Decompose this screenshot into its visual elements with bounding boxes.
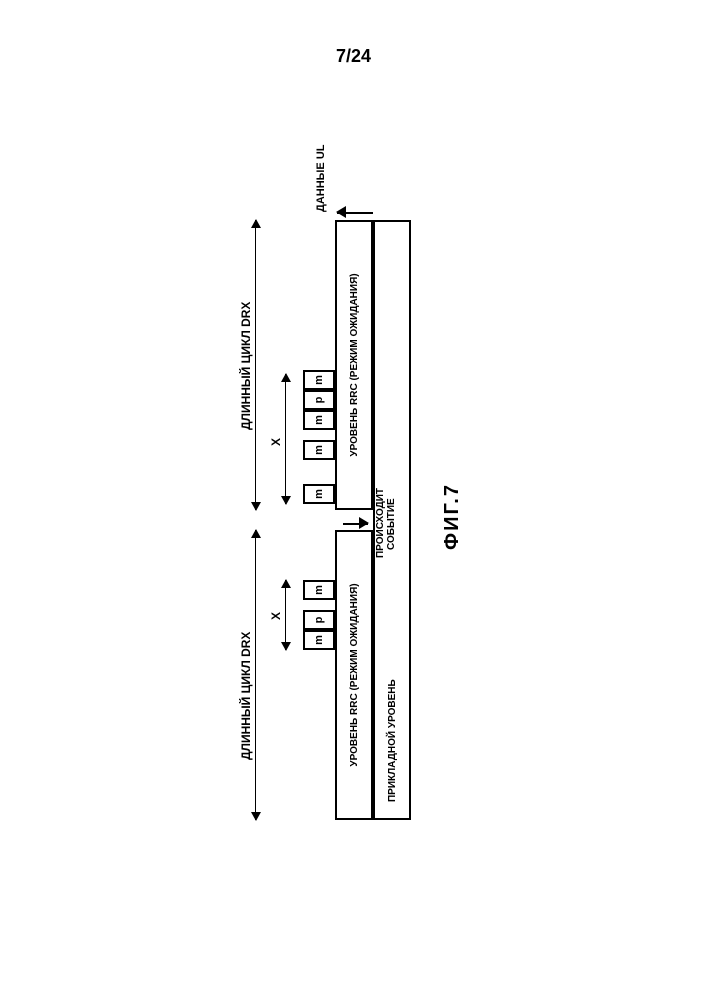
x-right-arrow	[285, 374, 286, 504]
slot-label: p	[313, 397, 325, 404]
x-left-label: X	[269, 612, 283, 620]
long-cycle-left-label: ДЛИННЫЙ ЦИКЛ DRX	[239, 632, 253, 760]
x-right-label: X	[269, 438, 283, 446]
slot-label: m	[313, 375, 325, 385]
slot-label: m	[313, 489, 325, 499]
slot-left-2: m	[303, 580, 335, 600]
figure-caption: ФИГ.7	[441, 483, 464, 550]
ul-data-label: ДАННЫЕ UL	[315, 145, 327, 213]
event-arrow-icon	[343, 523, 368, 525]
slot-label: m	[313, 415, 325, 425]
event-label-1: ПРОИСХОДИТ	[375, 488, 386, 558]
rrc-right-label: УРОВЕНЬ RRC (РЕЖИМ ОЖИДАНИЯ)	[349, 273, 360, 456]
page-number: 7/24	[0, 46, 707, 67]
timing-diagram: ДЛИННЫЙ ЦИКЛ DRX ДЛИННЫЙ ЦИКЛ DRX X X УР…	[243, 170, 463, 830]
slot-label: m	[313, 445, 325, 455]
long-cycle-right-arrow	[255, 220, 256, 510]
rrc-track-left: УРОВЕНЬ RRC (РЕЖИМ ОЖИДАНИЯ)	[335, 530, 373, 820]
slot-label: m	[313, 585, 325, 595]
slot-label: m	[313, 635, 325, 645]
x-left-arrow	[285, 580, 286, 650]
long-cycle-left-arrow	[255, 530, 256, 820]
long-cycle-right-label: ДЛИННЫЙ ЦИКЛ DRX	[239, 302, 253, 430]
ul-data-arrow-icon	[337, 212, 373, 214]
rrc-left-label: УРОВЕНЬ RRC (РЕЖИМ ОЖИДАНИЯ)	[349, 583, 360, 766]
rrc-track-right: УРОВЕНЬ RRC (РЕЖИМ ОЖИДАНИЯ)	[335, 220, 373, 510]
slot-left-0: m	[303, 630, 335, 650]
slot-right-3: p	[303, 390, 335, 410]
slot-left-1: p	[303, 610, 335, 630]
slot-label: p	[313, 617, 325, 624]
slot-right-2: m	[303, 410, 335, 430]
slot-right-1: m	[303, 440, 335, 460]
event-label-2: СОБЫТИЕ	[386, 498, 397, 550]
slot-right-0: m	[303, 484, 335, 504]
slot-right-4: m	[303, 370, 335, 390]
diagram-canvas: ДЛИННЫЙ ЦИКЛ DRX ДЛИННЫЙ ЦИКЛ DRX X X УР…	[243, 170, 463, 830]
